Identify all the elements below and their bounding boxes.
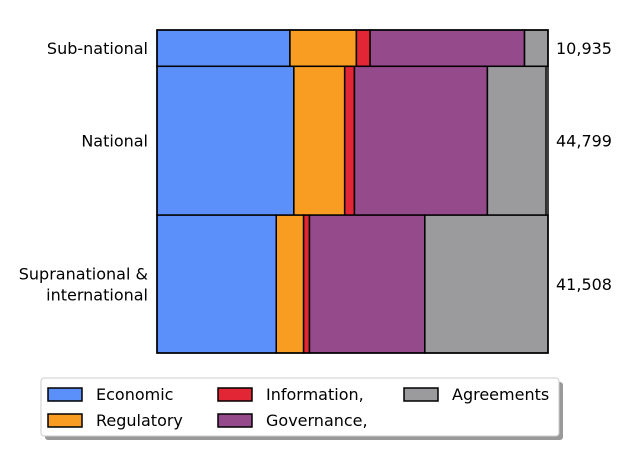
cell-agreements-2 [424,214,549,354]
row-label-2: Supranational & international [19,265,148,305]
legend-label-0: Economic [96,385,173,404]
cell-agreements-0 [523,29,549,68]
cell-governance-2 [308,214,426,354]
cell-regulatory-0 [289,29,358,68]
legend: Economic Regulatory Information, Governance… [40,377,563,440]
cell-economic-2 [156,214,278,354]
row-total-1: 44,799 [556,132,612,151]
cell-information-2 [302,214,311,354]
plot-area: Sub-national 10,935 National 44,799 Supranat… [19,29,612,354]
cell-regulatory-2 [275,214,305,354]
plot-frame [156,29,549,354]
legend-swatch-3 [217,413,253,428]
legend-label-1: Regulatory [96,411,183,430]
legend-label-3: Governance, [266,411,368,430]
cell-governance-1 [353,65,489,216]
cell-agreements-1 [486,65,547,216]
cell-governance-0 [369,29,526,68]
cell-regulatory-1 [293,65,346,216]
cell-information-1 [343,65,356,216]
legend-swatch-4 [403,387,439,402]
row-label-0: Sub-national [47,39,148,58]
legend-swatch-2 [217,387,253,402]
row-label-1: National [81,132,148,151]
cell-economic-0 [156,29,291,68]
row-total-2: 41,508 [556,275,612,294]
cell-economic-1 [156,65,295,216]
legend-label-4: Agreements [452,385,549,404]
row-total-0: 10,935 [556,39,612,58]
legend-swatch-0 [47,387,83,402]
cell-information-0 [355,29,371,68]
legend-label-2: Information, [266,385,364,404]
legend-swatch-1 [47,413,83,428]
